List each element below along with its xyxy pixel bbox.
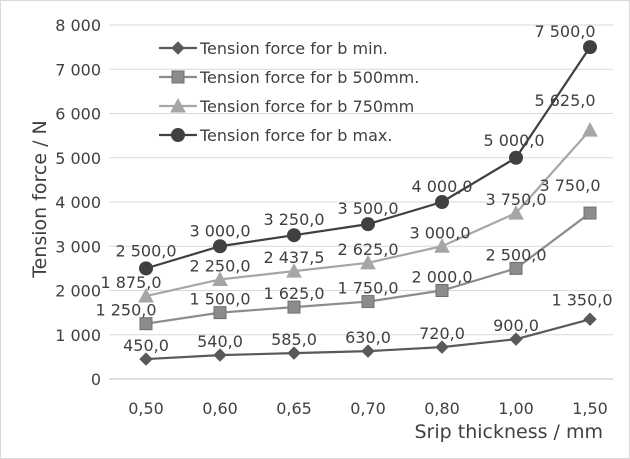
x-tick-label: 0,80: [424, 399, 460, 418]
y-tick-label: 4 000: [55, 193, 101, 212]
legend-label: Tension force for b 500mm.: [199, 68, 419, 87]
data-label: 1 625,0: [263, 284, 324, 303]
data-label: 3 250,0: [263, 210, 324, 229]
data-label: 2 437,5: [263, 248, 324, 267]
y-tick-label: 7 000: [55, 60, 101, 79]
y-tick-label: 6 000: [55, 105, 101, 124]
legend-label: Tension force for b max.: [199, 126, 392, 145]
data-point: [509, 150, 523, 165]
data-label: 540,0: [197, 332, 243, 351]
data-point: [361, 344, 375, 358]
data-point: [139, 352, 153, 366]
data-point: [213, 239, 227, 254]
data-label: 2 625,0: [337, 240, 398, 259]
legend-marker-circle: [171, 128, 185, 142]
data-point: [508, 205, 524, 220]
data-point: [287, 300, 301, 314]
x-tick-label: 1,50: [572, 399, 608, 418]
data-labels: 450,0 540,0 585,0 630,0 720,0 900,0 1 350,0 1 2…: [95, 22, 612, 355]
data-point: [360, 254, 376, 270]
data-point: [582, 122, 598, 137]
data-label: 2 000,0: [411, 268, 472, 287]
data-point: [583, 312, 597, 326]
x-tick-label: 1,00: [498, 399, 534, 418]
data-label: 3 750,0: [485, 190, 546, 209]
data-label: 1 750,0: [337, 279, 398, 298]
data-label: 900,0: [493, 316, 539, 335]
data-label: 2 500,0: [485, 245, 546, 264]
data-point: [509, 332, 523, 346]
data-point: [287, 346, 301, 360]
data-label: 3 000,0: [409, 223, 470, 242]
data-point: [286, 263, 302, 278]
axes: 0 1 000 2 000 3 000 4 000 5 000 6 000 7 000 8 00…: [55, 16, 613, 418]
y-tick-label: 5 000: [55, 149, 101, 168]
legend-marker-square: [171, 70, 185, 84]
data-point: [361, 217, 375, 232]
data-label: 450,0: [123, 336, 169, 355]
data-point: [583, 40, 597, 55]
data-point: [583, 206, 597, 220]
legend-marker-diamond: [171, 41, 185, 55]
data-label: 1 250,0: [95, 301, 156, 320]
data-label: 1 500,0: [189, 290, 250, 309]
data-point: [213, 348, 227, 362]
data-label: 1 350,0: [551, 290, 612, 309]
x-axis-title: Srip thickness / mm: [415, 421, 604, 443]
data-label: 2 250,0: [189, 256, 250, 275]
data-point: [213, 306, 227, 320]
data-label: 630,0: [345, 328, 391, 347]
y-axis-title: Tension force / N: [29, 120, 51, 279]
data-point: [139, 317, 153, 331]
y-tick-label: 3 000: [55, 237, 101, 256]
data-label: 2 500,0: [115, 241, 176, 260]
x-tick-label: 0,50: [128, 399, 164, 418]
data-label: 3 750,0: [539, 176, 600, 195]
legend-marker-triangle: [170, 97, 186, 113]
x-tick-label: 0,65: [276, 399, 312, 418]
data-label: 5 000,0: [483, 131, 544, 150]
data-label: 5 625,0: [534, 91, 595, 110]
data-point: [435, 284, 449, 297]
data-point: [212, 271, 228, 286]
y-tick-label: 8 000: [55, 16, 101, 35]
data-point: [509, 261, 523, 275]
y-tick-label: 2 000: [55, 282, 101, 301]
data-label: 7 500,0: [534, 22, 595, 41]
data-label: 3 000,0: [189, 221, 250, 240]
data-point: [435, 340, 449, 354]
data-point: [287, 228, 301, 243]
data-label: 1 875,0: [100, 273, 161, 292]
legend-label: Tension force for b min.: [199, 39, 388, 58]
data-label: 3 500,0: [337, 199, 398, 218]
data-point: [434, 238, 450, 253]
data-label: 585,0: [271, 330, 317, 349]
series-lines: [138, 40, 598, 366]
x-tick-label: 0,70: [350, 399, 386, 418]
legend: Tension force for b min. Tension force fo…: [159, 39, 419, 145]
data-point: [361, 295, 375, 309]
x-tick-label: 0,60: [202, 399, 238, 418]
data-point: [138, 287, 154, 303]
data-point: [435, 195, 449, 209]
legend-label: Tension force for b 750mm: [199, 97, 414, 116]
gridlines: [109, 24, 613, 336]
data-label: 720,0: [419, 324, 465, 343]
y-tick-label: 0: [91, 370, 101, 389]
data-point: [139, 261, 153, 276]
data-label: 4 000,0: [411, 177, 472, 196]
y-tick-label: 1 000: [55, 326, 101, 345]
